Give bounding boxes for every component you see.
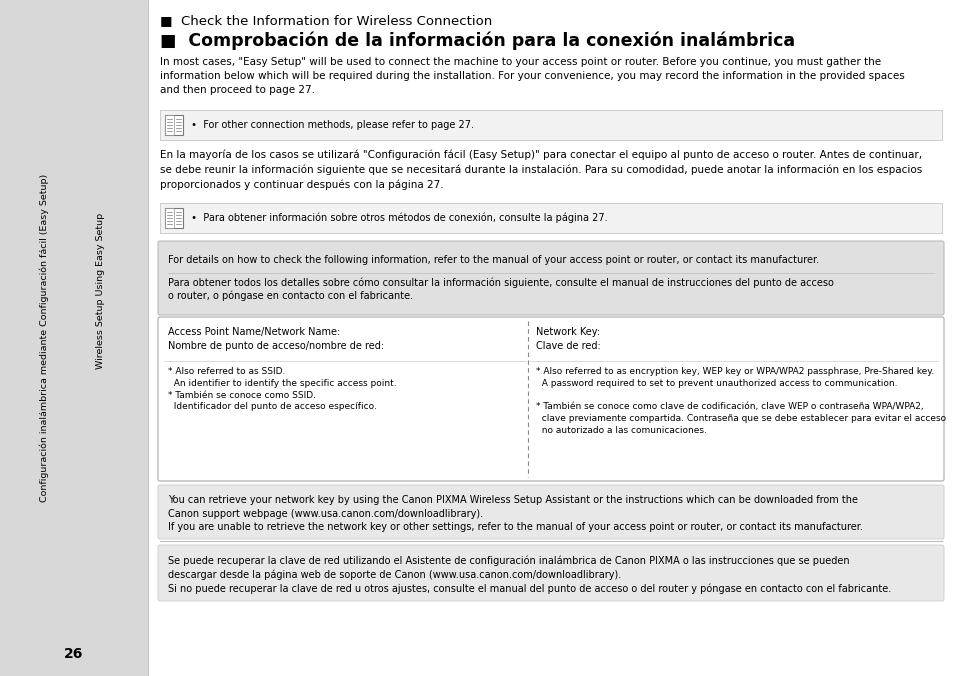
Text: Configuración inalámbrica mediante Configuración fácil (Easy Setup): Configuración inalámbrica mediante Confi…	[40, 174, 50, 502]
Text: ■  Check the Information for Wireless Connection: ■ Check the Information for Wireless Con…	[160, 14, 492, 27]
Text: Wireless Setup Using Easy Setup: Wireless Setup Using Easy Setup	[96, 213, 105, 368]
Bar	[165, 115, 173, 135]
Text: Para obtener todos los detalles sobre cómo consultar la información siguiente, c: Para obtener todos los detalles sobre có…	[168, 277, 833, 301]
Text: Se puede recuperar la clave de red utilizando el Asistente de configuración inal: Se puede recuperar la clave de red utili…	[168, 555, 890, 594]
FancyBboxPatch shape	[158, 545, 943, 601]
FancyBboxPatch shape	[158, 485, 943, 539]
FancyBboxPatch shape	[158, 241, 943, 315]
Text: •  Para obtener información sobre otros métodos de conexión, consulte la página : • Para obtener información sobre otros m…	[188, 213, 607, 223]
Text: En la mayoría de los casos se utilizará "Configuración fácil (Easy Setup)" para : En la mayoría de los casos se utilizará …	[160, 150, 922, 190]
Bar	[160, 203, 941, 233]
Text: Access Point Name/Network Name:: Access Point Name/Network Name:	[168, 327, 340, 337]
FancyBboxPatch shape	[158, 317, 943, 481]
Bar	[165, 115, 183, 135]
Text: Network Key:: Network Key:	[535, 327, 598, 337]
Text: You can retrieve your network key by using the Canon PIXMA Wireless Setup Assist: You can retrieve your network key by usi…	[168, 495, 862, 532]
Text: Nombre de punto de acceso/nombre de red:: Nombre de punto de acceso/nombre de red:	[168, 341, 384, 351]
Text: * Also referred to as SSID.
  An identifier to identify the specific access poin: * Also referred to as SSID. An identifie…	[168, 367, 396, 412]
Bar	[165, 208, 183, 228]
Text: •  For other connection methods, please refer to page 27.: • For other connection methods, please r…	[188, 120, 474, 130]
Text: In most cases, "Easy Setup" will be used to connect the machine to your access p: In most cases, "Easy Setup" will be used…	[160, 57, 903, 95]
Bar	[0, 0, 148, 676]
Bar	[165, 208, 173, 228]
Bar	[160, 110, 941, 140]
Text: ■  Comprobación de la información para la conexión inalámbrica: ■ Comprobación de la información para la…	[160, 31, 794, 49]
Text: For details on how to check the following information, refer to the manual of yo: For details on how to check the followin…	[168, 255, 819, 265]
Text: 26: 26	[64, 647, 84, 661]
Text: Clave de red:: Clave de red:	[535, 341, 599, 351]
Text: * Also referred to as encryption key, WEP key or WPA/WPA2 passphrase, Pre-Shared: * Also referred to as encryption key, WE…	[535, 367, 944, 435]
